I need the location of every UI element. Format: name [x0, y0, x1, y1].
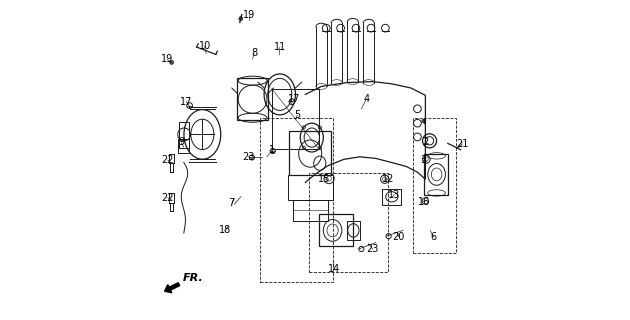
Bar [292, 200, 328, 221]
Text: 13: 13 [388, 189, 401, 200]
Bar [289, 131, 331, 175]
Bar [272, 89, 319, 149]
Text: 7: 7 [229, 198, 235, 208]
Text: 17: 17 [180, 97, 193, 107]
Text: 23: 23 [243, 152, 255, 162]
Bar [382, 189, 401, 205]
Bar [289, 175, 333, 200]
Text: 2: 2 [422, 137, 428, 148]
Text: 20: 20 [392, 232, 405, 242]
Text: 22: 22 [161, 193, 174, 203]
Text: 17: 17 [288, 94, 301, 104]
Circle shape [169, 60, 173, 64]
Bar [347, 221, 360, 240]
Text: 19: 19 [161, 54, 173, 64]
Text: 4: 4 [363, 94, 369, 104]
Bar [178, 139, 189, 153]
Text: 9: 9 [178, 137, 185, 148]
Text: 6: 6 [430, 232, 437, 242]
Text: 5: 5 [294, 110, 301, 120]
Circle shape [239, 17, 243, 20]
FancyArrow shape [164, 283, 180, 293]
Text: 1: 1 [269, 145, 275, 156]
Bar [180, 122, 189, 148]
Bar [413, 118, 455, 253]
Bar [319, 214, 353, 246]
Bar [238, 78, 268, 120]
Text: 15: 15 [318, 173, 331, 184]
Bar [424, 154, 448, 195]
Bar [309, 173, 388, 272]
Text: 3: 3 [420, 155, 427, 165]
Text: FR.: FR. [183, 273, 203, 283]
Text: 16: 16 [418, 196, 430, 207]
Bar [260, 118, 333, 282]
Text: 18: 18 [219, 225, 231, 236]
Text: 22: 22 [161, 155, 174, 165]
Text: 11: 11 [273, 42, 286, 52]
Text: 23: 23 [367, 244, 379, 254]
Text: 10: 10 [198, 41, 210, 52]
Text: 12: 12 [382, 173, 394, 184]
Text: 19: 19 [243, 10, 256, 20]
Text: 21: 21 [456, 139, 468, 149]
Text: 8: 8 [251, 48, 257, 58]
Text: 14: 14 [328, 264, 340, 274]
Circle shape [422, 119, 426, 123]
